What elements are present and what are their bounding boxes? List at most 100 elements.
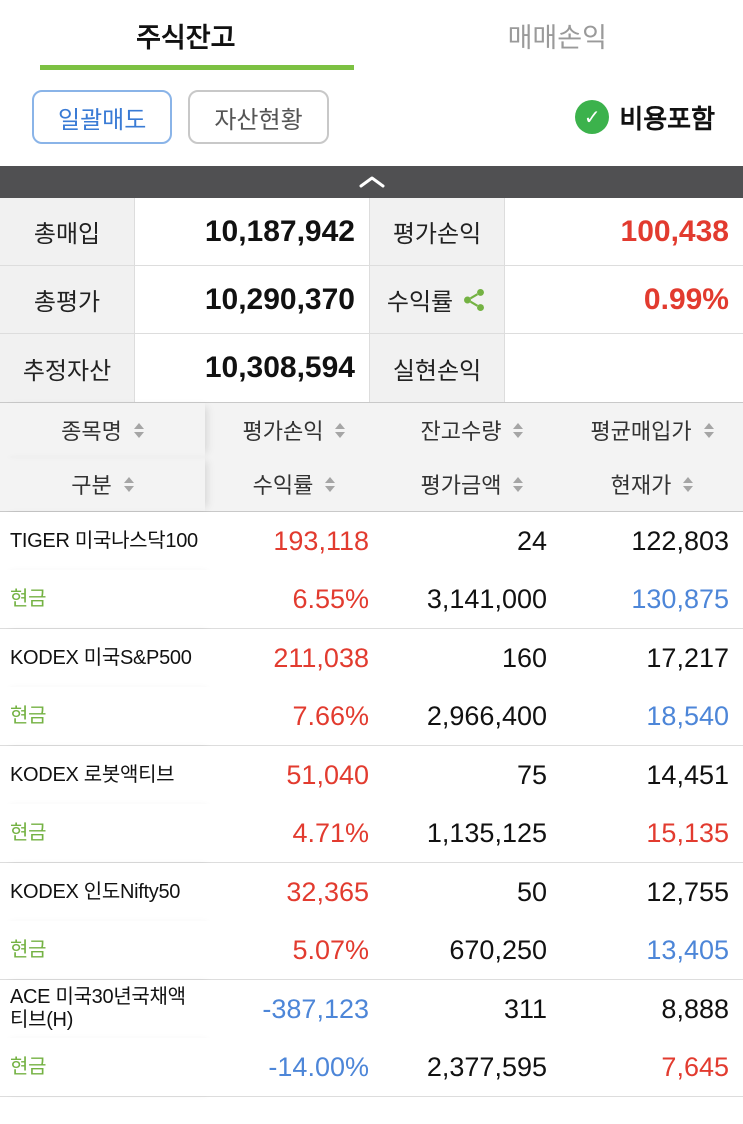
header-stock-name-label: 종목명 (61, 419, 122, 444)
header-avg-price[interactable]: 평균매입가 (561, 403, 743, 457)
sort-icon (133, 422, 144, 438)
summary-label-total-eval: 총평가 (0, 266, 135, 334)
asset-status-button[interactable]: 자산현황 (188, 90, 329, 144)
header-qty-label: 잔고수량 (420, 419, 502, 444)
holdings-table-body: TIGER 미국나스닥100 193,118 24 122,803 현금 6.5… (0, 512, 743, 1097)
qty-value: 50 (383, 863, 561, 921)
eval-amount-value: 1,135,125 (383, 804, 561, 862)
qty-value: 160 (383, 629, 561, 687)
header-qty[interactable]: 잔고수량 (383, 403, 561, 457)
stock-name: ACE 미국30년국채액티브(H) (0, 980, 205, 1038)
stock-name: KODEX 미국S&P500 (0, 629, 205, 687)
sort-icon (683, 476, 694, 492)
return-rate-value: 5.07% (205, 921, 383, 979)
avg-price-value: 8,888 (561, 980, 743, 1038)
summary-label-est-assets: 추정자산 (0, 334, 135, 402)
eval-amount-value: 3,141,000 (383, 570, 561, 628)
tab-trading-pl[interactable]: 매매손익 (372, 0, 743, 70)
table-row[interactable]: KODEX 로봇액티브 51,040 75 14,451 현금 4.71% 1,… (0, 746, 743, 863)
summary-label-total-buy: 총매입 (0, 198, 135, 266)
stock-name: TIGER 미국나스닥100 (0, 512, 205, 570)
summary-eval-pl-number: 100,438 (620, 214, 729, 248)
current-price-value: 18,540 (561, 687, 743, 745)
collapse-summary-bar[interactable] (0, 166, 743, 198)
avg-price-value: 122,803 (561, 512, 743, 570)
category-label: 현금 (0, 570, 205, 628)
summary-value-realized-pl (505, 334, 743, 402)
current-price-value: 7,645 (561, 1038, 743, 1096)
header-return-rate-label: 수익률 (252, 473, 314, 498)
toolbar: 일괄매도 자산현황 ✓ 비용포함 (0, 90, 743, 144)
sort-icon (123, 476, 134, 492)
return-rate-value: -14.00% (205, 1038, 383, 1096)
summary-label-realized-pl: 실현손익 (370, 334, 505, 402)
header-eval-pl[interactable]: 평가손익 (205, 403, 383, 457)
header-current-price-label: 현재가 (610, 473, 672, 498)
cost-included-toggle[interactable]: ✓ 비용포함 (575, 99, 715, 136)
avg-price-value: 17,217 (561, 629, 743, 687)
category-label: 현금 (0, 687, 205, 745)
pl-value: 193,118 (205, 512, 383, 570)
avg-price-value: 14,451 (561, 746, 743, 804)
sort-icon (335, 422, 346, 438)
qty-value: 75 (383, 746, 561, 804)
pl-value: 211,038 (205, 629, 383, 687)
stock-name: KODEX 로봇액티브 (0, 746, 205, 804)
avg-price-value: 12,755 (561, 863, 743, 921)
header-eval-pl-label: 평가손익 (242, 419, 324, 444)
cost-included-label: 비용포함 (619, 103, 715, 134)
pl-value: 51,040 (205, 746, 383, 804)
holdings-table-header: 종목명 평가손익 잔고수량 평균매입가 구분 수익률 평가금액 현재가 (0, 403, 743, 512)
sort-icon (703, 422, 714, 438)
summary-label-eval-pl: 평가손익 (370, 198, 505, 266)
summary-return-rate-number: 0.99% (643, 282, 729, 316)
sort-icon (513, 476, 524, 492)
header-current-price[interactable]: 현재가 (561, 457, 743, 511)
summary-label-return-rate: 수익률 (370, 266, 505, 334)
table-row[interactable]: ACE 미국30년국채액티브(H) -387,123 311 8,888 현금 … (0, 980, 743, 1097)
sort-icon (325, 476, 336, 492)
header-stock-name[interactable]: 종목명 (0, 403, 205, 457)
summary-value-total-buy: 10,187,942 (135, 198, 370, 266)
pl-value: 32,365 (205, 863, 383, 921)
header-category-label: 구분 (71, 473, 112, 498)
chevron-up-icon (359, 176, 384, 188)
eval-amount-value: 670,250 (383, 921, 561, 979)
qty-value: 311 (383, 980, 561, 1038)
pl-value: -387,123 (205, 980, 383, 1038)
header-eval-amount[interactable]: 평가금액 (383, 457, 561, 511)
tab-bar: 주식잔고 매매손익 (0, 0, 743, 70)
category-label: 현금 (0, 921, 205, 979)
current-price-value: 13,405 (561, 921, 743, 979)
return-rate-value: 4.71% (205, 804, 383, 862)
category-label: 현금 (0, 1038, 205, 1096)
summary-value-total-eval: 10,290,370 (135, 266, 370, 334)
table-row[interactable]: KODEX 인도Nifty50 32,365 50 12,755 현금 5.07… (0, 863, 743, 980)
category-label: 현금 (0, 804, 205, 862)
table-row[interactable]: TIGER 미국나스닥100 193,118 24 122,803 현금 6.5… (0, 512, 743, 629)
tab-trading-pl-label: 매매손익 (507, 22, 607, 53)
tab-stock-balance-label: 주식잔고 (136, 22, 236, 53)
return-rate-value: 6.55% (205, 570, 383, 628)
account-summary: 총매입 10,187,942 평가손익 100,438 총평가 10,290,3… (0, 198, 743, 403)
share-icon[interactable] (461, 287, 487, 313)
header-return-rate[interactable]: 수익률 (205, 457, 383, 511)
summary-value-eval-pl: 100,438 (505, 198, 743, 266)
eval-amount-value: 2,377,595 (383, 1038, 561, 1096)
header-avg-price-label: 평균매입가 (590, 419, 692, 444)
current-price-value: 130,875 (561, 570, 743, 628)
table-row[interactable]: KODEX 미국S&P500 211,038 160 17,217 현금 7.6… (0, 629, 743, 746)
eval-amount-value: 2,966,400 (383, 687, 561, 745)
qty-value: 24 (383, 512, 561, 570)
stock-name: KODEX 인도Nifty50 (0, 863, 205, 921)
summary-value-return-rate: 0.99% (505, 266, 743, 334)
batch-sell-button[interactable]: 일괄매도 (32, 90, 173, 144)
current-price-value: 15,135 (561, 804, 743, 862)
check-icon[interactable]: ✓ (575, 100, 610, 134)
active-tab-underline (40, 65, 354, 70)
header-category[interactable]: 구분 (0, 457, 205, 511)
sort-icon (513, 422, 524, 438)
summary-value-est-assets: 10,308,594 (135, 334, 370, 402)
tab-stock-balance[interactable]: 주식잔고 (0, 0, 372, 70)
